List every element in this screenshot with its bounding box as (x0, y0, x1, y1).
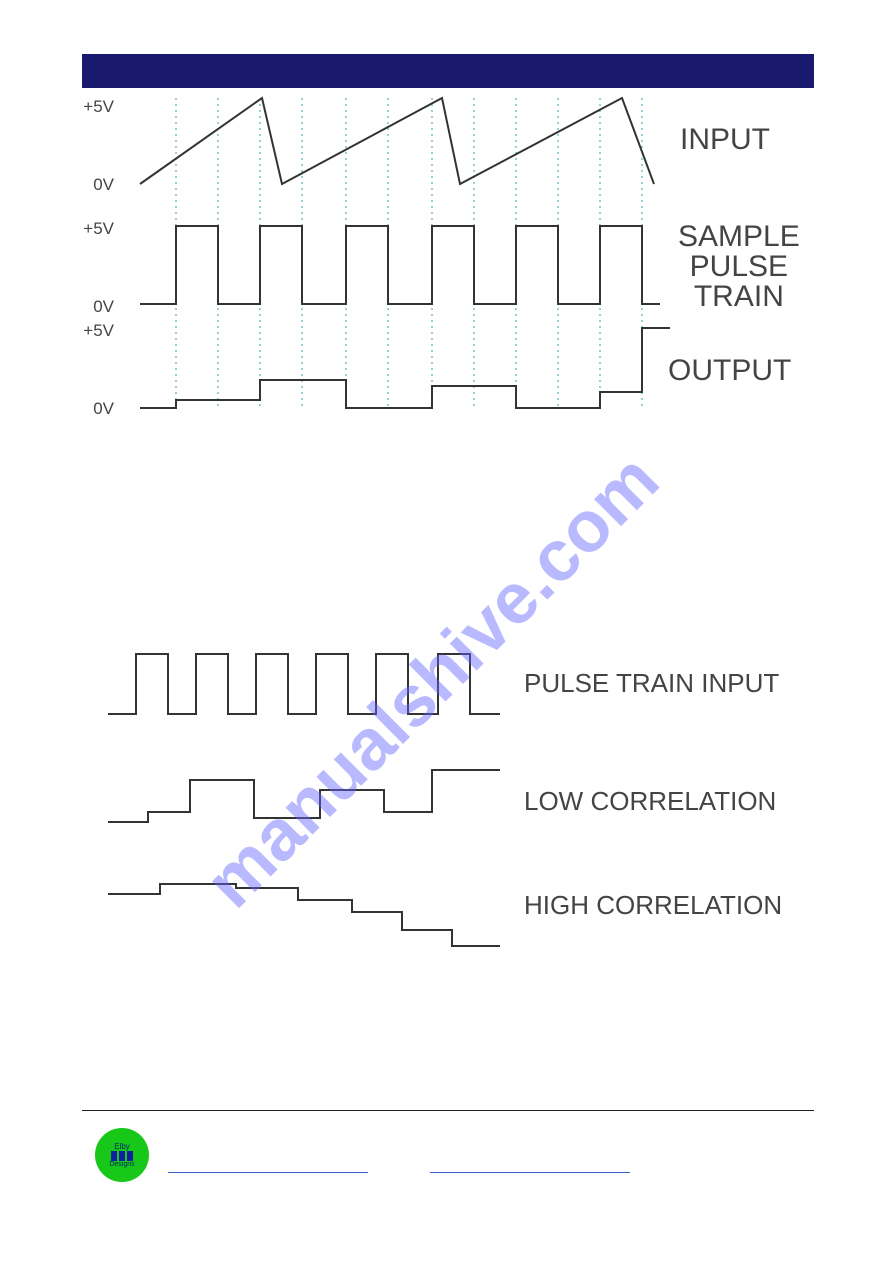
footer-logo: Elby Designs (95, 1128, 149, 1182)
page: +5V 0V +5V 0V +5V 0V INPUT SAMPLE PULSE … (0, 0, 893, 1263)
pulse-title-l1: SAMPLE (678, 220, 800, 253)
logo-top-text: Elby (114, 1142, 130, 1151)
logo-bottom-text: Designs (109, 1161, 134, 1168)
footer-link-2[interactable] (430, 1172, 630, 1173)
pulse-title-l2: PULSE (690, 250, 788, 283)
pulse-hi-label: +5V (60, 219, 114, 239)
header-bar (82, 54, 814, 88)
output-title: OUTPUT (668, 356, 791, 386)
footer-rule (82, 1110, 814, 1111)
out-lo-label: 0V (60, 399, 114, 419)
out-hi-label: +5V (60, 321, 114, 341)
input-lo-label: 0V (60, 175, 114, 195)
pulse-title-l3: TRAIN (694, 280, 784, 313)
input-hi-label: +5V (60, 97, 114, 117)
input-title: INPUT (680, 125, 770, 155)
footer-link-1[interactable] (168, 1172, 368, 1173)
low-correlation-label: LOW CORRELATION (524, 786, 776, 817)
pulse-train-input-label: PULSE TRAIN INPUT (524, 668, 779, 699)
high-correlation-label: HIGH CORRELATION (524, 890, 782, 921)
pulse-title: SAMPLE PULSE TRAIN (678, 222, 800, 312)
pulse-lo-label: 0V (60, 297, 114, 317)
waveform-svg (0, 0, 893, 1263)
